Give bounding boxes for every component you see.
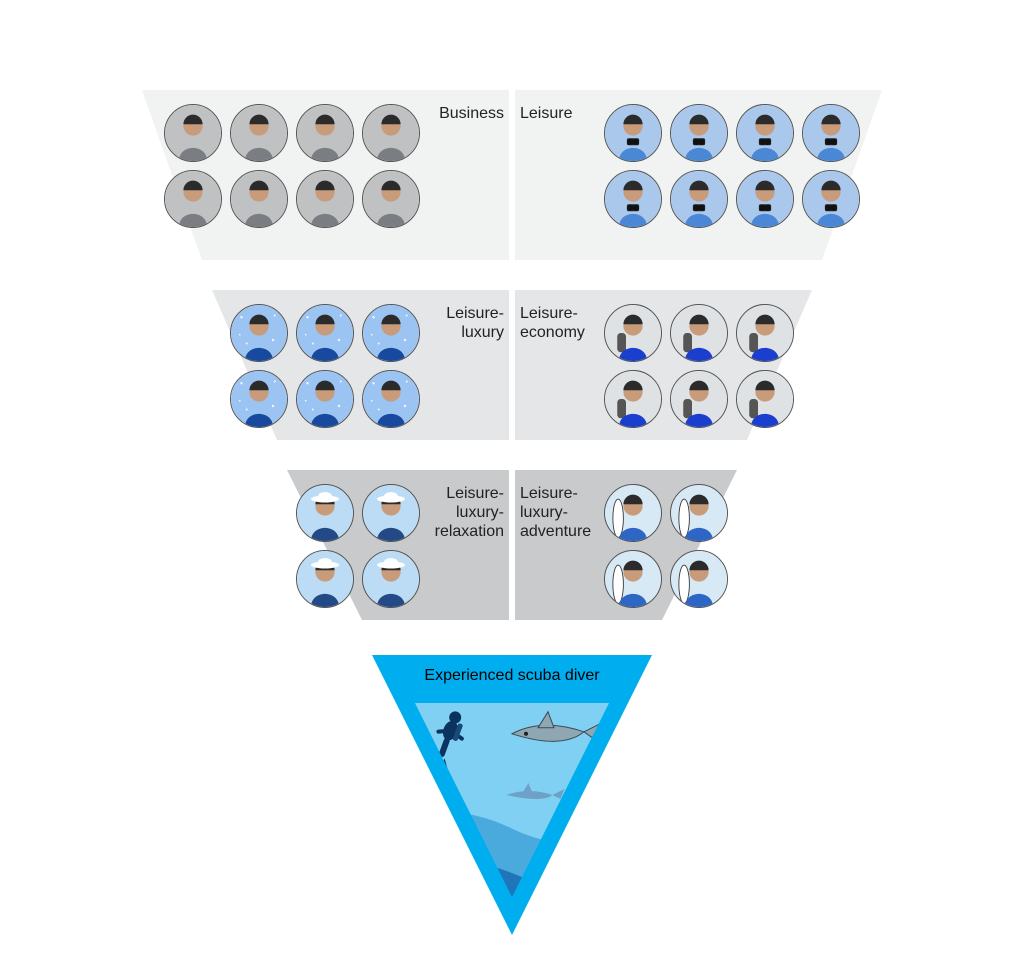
persona-avatar — [604, 170, 662, 228]
persona-avatar — [670, 104, 728, 162]
persona-avatar — [736, 104, 794, 162]
persona-avatar — [230, 304, 288, 362]
tier-3-right-avatars — [600, 480, 732, 612]
tier-1-right-avatars — [600, 100, 864, 232]
persona-avatar — [670, 484, 728, 542]
tier-1-right-label: Leisure — [520, 104, 572, 123]
persona-avatar — [362, 484, 420, 542]
tier-1-left-label: Business — [439, 104, 504, 123]
persona-avatar — [230, 370, 288, 428]
persona-avatar — [670, 370, 728, 428]
persona-avatar — [604, 370, 662, 428]
tier-3-left-avatars — [292, 480, 424, 612]
persona-avatar — [670, 550, 728, 608]
persona-avatar — [362, 304, 420, 362]
persona-avatar — [670, 304, 728, 362]
persona-avatar — [296, 170, 354, 228]
persona-avatar — [230, 170, 288, 228]
persona-avatar — [296, 370, 354, 428]
persona-avatar — [604, 484, 662, 542]
persona-avatar — [736, 304, 794, 362]
tier-3-right-label: Leisure-luxury-adventure — [520, 484, 591, 542]
persona-avatar — [670, 170, 728, 228]
persona-avatar — [736, 370, 794, 428]
tier-2-right-avatars — [600, 300, 798, 432]
persona-avatar — [230, 104, 288, 162]
persona-avatar — [736, 170, 794, 228]
tier-2-right-label: Leisure-economy — [520, 304, 585, 342]
tier-1-left-avatars — [160, 100, 424, 232]
persona-avatar — [802, 170, 860, 228]
tier-3-left-label: Leisure-luxury-relaxation — [435, 484, 504, 542]
apex-scene — [372, 655, 652, 935]
persona-avatar — [296, 484, 354, 542]
persona-avatar — [604, 550, 662, 608]
persona-avatar — [362, 104, 420, 162]
persona-avatar — [604, 304, 662, 362]
persona-avatar — [362, 370, 420, 428]
persona-avatar — [296, 304, 354, 362]
persona-avatar — [604, 104, 662, 162]
persona-avatar — [164, 170, 222, 228]
persona-avatar — [362, 550, 420, 608]
tier-2-left-avatars — [226, 300, 424, 432]
persona-avatar — [296, 104, 354, 162]
persona-avatar — [296, 550, 354, 608]
persona-avatar — [164, 104, 222, 162]
persona-avatar — [362, 170, 420, 228]
tier-2-left-label: Leisure-luxury — [446, 304, 504, 342]
persona-avatar — [802, 104, 860, 162]
